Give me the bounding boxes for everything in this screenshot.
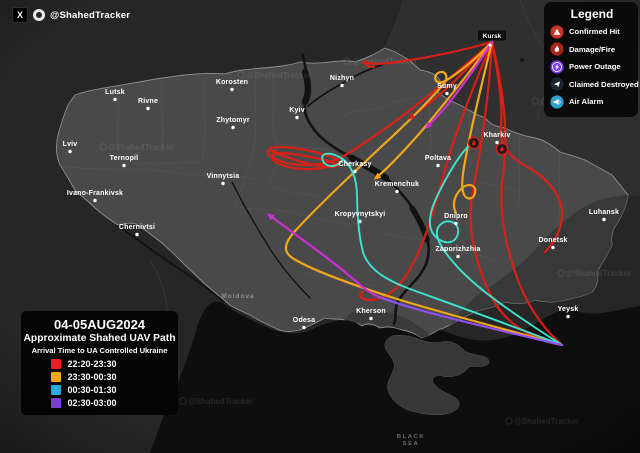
arrival-time-entry: 02:30-03:00	[50, 398, 149, 408]
arrival-time-entry: 23:30-00:30	[50, 372, 149, 382]
legend-item-claimed-destroyed: Claimed Destroyed	[550, 77, 639, 91]
color-swatch	[50, 359, 61, 369]
color-swatch	[50, 385, 61, 395]
legend-item-label: Air Alarm	[569, 97, 604, 106]
attribution: X @ShahedTracker	[12, 7, 130, 23]
legend-item-air-alarm: Air Alarm	[550, 94, 634, 109]
arrival-time-label: 02:30-03:00	[67, 398, 117, 408]
legend-panel: Legend Confirmed Hit Damage/Fire Power Out…	[544, 2, 639, 117]
arrival-time-entry: 22:20-23:30	[50, 359, 149, 369]
color-swatch	[50, 398, 61, 408]
color-swatch	[50, 372, 61, 382]
arrival-time-label: 00:30-01:30	[67, 385, 117, 395]
info-box-entries: 22:20-23:30 23:30-00:30 00:30-01:30 02:30-0…	[21, 359, 178, 408]
legend-item-label: Power Outage	[569, 62, 621, 71]
shahedtracker-avatar	[33, 9, 45, 21]
legend-item-power-outage: Power Outage	[550, 59, 634, 74]
legend-title: Legend	[570, 7, 614, 21]
info-box-note: Arrival Time to UA Controlled Ukraine	[31, 346, 168, 355]
legend-item-damage-fire: Damage/Fire	[550, 42, 634, 56]
damage-fire-icon	[550, 42, 564, 56]
arrival-time-entry: 00:30-01:30	[50, 385, 149, 395]
info-box-date: 04-05AUG2024	[53, 317, 146, 332]
legend-item-confirmed-hit: Confirmed Hit	[550, 24, 634, 39]
x-platform-icon: X	[12, 7, 28, 23]
info-box-subtitle: Approximate Shahed UAV Path	[23, 333, 176, 344]
air-alarm-icon	[550, 94, 564, 109]
attribution-handle: @ShahedTracker	[50, 9, 131, 21]
legend-items: Confirmed Hit Damage/Fire Power Outage Clai…	[550, 24, 639, 109]
info-box: 04-05AUG2024 Approximate Shahed UAV Path…	[21, 311, 178, 415]
power-outage-icon	[550, 59, 564, 74]
claimed-destroyed-icon	[550, 77, 564, 91]
arrival-time-label: 22:20-23:30	[67, 359, 117, 369]
legend-item-label: Claimed Destroyed	[569, 79, 639, 89]
legend-item-label: Confirmed Hit	[569, 27, 620, 36]
confirmed-hit-icon	[550, 24, 564, 39]
legend-item-label: Damage/Fire	[569, 44, 616, 54]
arrival-time-label: 23:30-00:30	[67, 372, 117, 382]
